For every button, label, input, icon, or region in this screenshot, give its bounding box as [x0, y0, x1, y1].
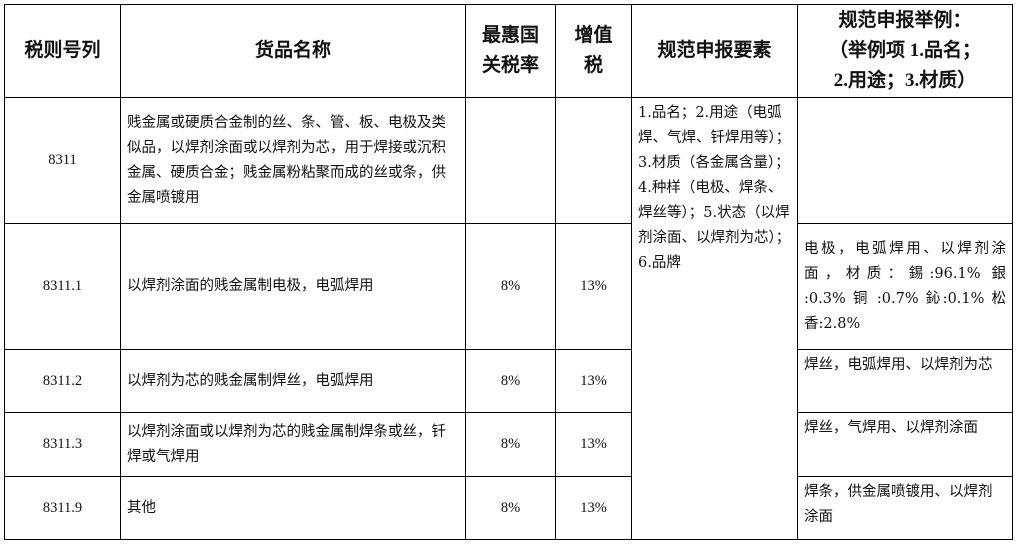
code-cell: 8311	[4, 97, 121, 224]
header-code: 税则号列	[4, 4, 121, 98]
mfn-cell	[465, 97, 556, 224]
table-row: 8311 贱金属或硬质合金制的丝、条、管、板、电极及类似品，以焊剂涂面或以焊剂为…	[4, 97, 1013, 540]
code-cell: 8311.1	[4, 223, 121, 350]
code-cell: 8311.9	[4, 476, 121, 540]
header-example-line: 2.用途；3.材质）	[833, 70, 977, 91]
name-cell: 以焊剂涂面的贱金属制电极，电弧焊用	[120, 223, 466, 350]
vat-cell: 13%	[555, 223, 632, 350]
header-mfn-line: 关税率	[481, 55, 539, 76]
header-mfn-line: 最惠国	[481, 25, 539, 46]
mfn-cell: 8%	[465, 476, 556, 540]
code-cell: 8311.3	[4, 412, 121, 477]
mfn-cell: 8%	[465, 223, 556, 350]
header-example-line: （举例项 1.品名；	[828, 40, 981, 61]
vat-cell: 13%	[555, 349, 632, 413]
name-cell: 其他	[120, 476, 466, 540]
example-cell	[797, 97, 1013, 224]
example-cell: 电极，电弧焊用、以焊剂涂面，材质：錫:96.1% 銀 :0.3% 铜 :0.7%…	[797, 223, 1013, 350]
example-cell: 焊丝，电弧焊用、以焊剂为芯	[797, 349, 1013, 413]
name-cell: 以焊剂涂面或以焊剂为芯的贱金属制焊条或丝，钎焊或气焊用	[120, 412, 466, 477]
table-row: 8311.1 以焊剂涂面的贱金属制电极，电弧焊用 8% 13% 电极，电弧焊用、…	[4, 223, 1013, 350]
tariff-table: 税则号列 货品名称 最惠国关税率 增值税 规范申报要素 规范申报举例： （举例项 …	[4, 4, 1013, 540]
header-mfn: 最惠国 关税率	[465, 4, 556, 98]
header-row: 税则号列 货品名称 最惠国关税率 增值税 规范申报要素 规范申报举例： （举例项 …	[4, 4, 1013, 98]
name-cell: 以焊剂为芯的贱金属制焊丝，电弧焊用	[120, 349, 466, 413]
header-vat-label: 增值税	[574, 25, 613, 76]
header-vat: 增值税	[555, 4, 632, 98]
name-cell: 贱金属或硬质合金制的丝、条、管、板、电极及类似品，以焊剂涂面或以焊剂为芯，用于焊…	[120, 97, 466, 224]
header-elements: 规范申报要素	[631, 4, 798, 98]
vat-cell: 13%	[555, 476, 632, 540]
code-cell: 8311.2	[4, 349, 121, 413]
table-row: 8311.2 以焊剂为芯的贱金属制焊丝，电弧焊用 8% 13% 焊丝，电弧焊用、…	[4, 349, 1013, 413]
declaration-elements-cell: 1.品名；2.用途（电弧焊、气焊、钎焊用等）；3.材质（各金属含量）；4.种样（…	[631, 97, 798, 540]
example-cell: 焊条，供金属喷镀用、以焊剂涂面	[797, 476, 1013, 540]
example-cell: 焊丝，气焊用、以焊剂涂面	[797, 412, 1013, 477]
header-name: 货品名称	[120, 4, 466, 98]
vat-cell: 13%	[555, 412, 632, 477]
header-example: 规范申报举例： （举例项 1.品名； 2.用途；3.材质）	[797, 4, 1013, 98]
mfn-cell: 8%	[465, 412, 556, 477]
mfn-cell: 8%	[465, 349, 556, 413]
vat-cell	[555, 97, 632, 224]
header-example-line: 规范申报举例：	[838, 10, 972, 31]
table-row: 8311.9 其他 8% 13% 焊条，供金属喷镀用、以焊剂涂面	[4, 476, 1013, 540]
table-row: 8311.3 以焊剂涂面或以焊剂为芯的贱金属制焊条或丝，钎焊或气焊用 8% 13…	[4, 412, 1013, 477]
